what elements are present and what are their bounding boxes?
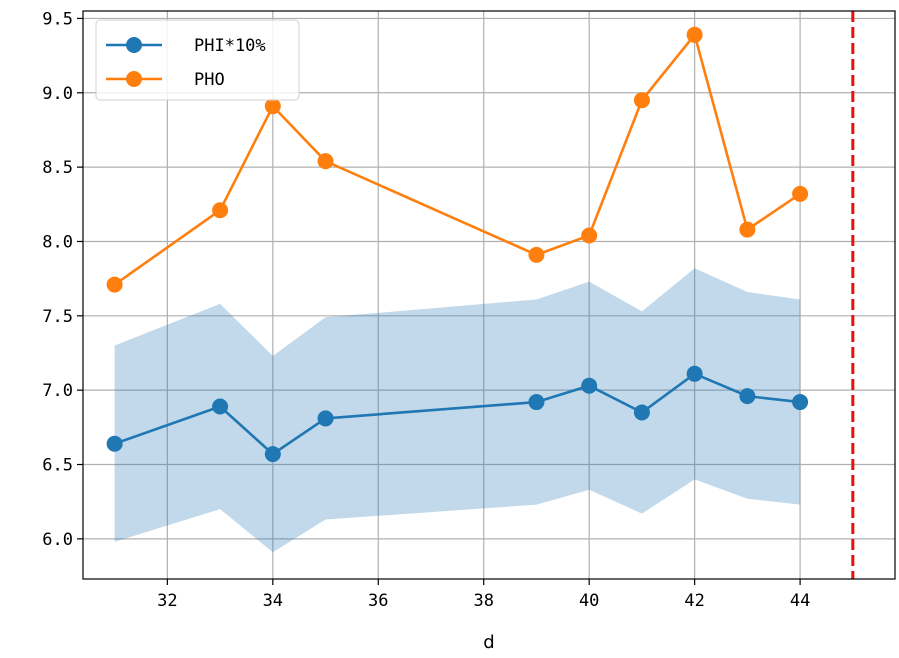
confidence-band bbox=[114, 268, 801, 553]
data-point-0-8 bbox=[739, 388, 756, 405]
plot-background bbox=[83, 11, 895, 579]
data-point-0-9 bbox=[792, 394, 809, 411]
data-point-1-5 bbox=[581, 227, 598, 244]
y-tick-label-5: 8.5 bbox=[42, 158, 73, 178]
plot-frame bbox=[82, 10, 896, 580]
y-tick-label-7: 9.5 bbox=[42, 9, 73, 29]
axis-ticks: 32 34 36 38 40 42 44 6.0 6.5 7.0 7.5 8.0 8.5 9.0 9.5 bbox=[42, 9, 810, 611]
legend-label-0: PHI*10% bbox=[194, 36, 266, 56]
x-tick-label-4: 40 bbox=[579, 591, 599, 611]
x-tick-label-1: 34 bbox=[263, 591, 283, 611]
x-tick-label-5: 42 bbox=[684, 591, 704, 611]
grid bbox=[83, 11, 895, 579]
data-point-0-7 bbox=[686, 365, 703, 382]
data-point-0-2 bbox=[264, 446, 281, 463]
data-point-1-0 bbox=[106, 276, 123, 293]
legend-label-1: PHO bbox=[194, 70, 225, 90]
data-point-0-6 bbox=[633, 404, 650, 421]
data-point-1-9 bbox=[792, 185, 809, 202]
band-series-0 bbox=[114, 268, 801, 553]
data-point-1-8 bbox=[739, 221, 756, 238]
data-point-0-5 bbox=[581, 377, 598, 394]
series-lines bbox=[106, 26, 809, 463]
x-tick-label-0: 32 bbox=[157, 591, 177, 611]
data-point-0-3 bbox=[317, 410, 334, 427]
legend-marker-0 bbox=[126, 37, 142, 53]
x-tick-label-2: 36 bbox=[368, 591, 388, 611]
data-point-1-7 bbox=[686, 26, 703, 43]
data-point-1-3 bbox=[317, 153, 334, 170]
series-line-1 bbox=[113, 31, 801, 286]
data-point-0-0 bbox=[106, 435, 123, 452]
data-point-0-1 bbox=[212, 398, 229, 415]
data-point-1-2 bbox=[264, 98, 281, 115]
y-tick-label-4: 8.0 bbox=[42, 232, 73, 252]
x-tick-label-6: 44 bbox=[790, 591, 810, 611]
y-tick-label-0: 6.0 bbox=[42, 530, 73, 550]
y-tick-label-3: 7.5 bbox=[42, 307, 73, 327]
x-tick-label-3: 38 bbox=[473, 591, 493, 611]
x-axis-label: d bbox=[483, 632, 494, 653]
legend-marker-1 bbox=[126, 71, 142, 87]
data-point-0-4 bbox=[528, 394, 545, 411]
y-tick-label-6: 9.0 bbox=[42, 84, 73, 104]
y-tick-label-2: 7.0 bbox=[42, 381, 73, 401]
legend: PHI*10% PHO bbox=[95, 19, 300, 101]
data-point-1-1 bbox=[212, 202, 229, 219]
data-point-1-4 bbox=[528, 246, 545, 263]
series-line-0 bbox=[114, 372, 801, 456]
data-point-1-6 bbox=[633, 92, 650, 109]
y-tick-label-1: 6.5 bbox=[42, 456, 73, 476]
